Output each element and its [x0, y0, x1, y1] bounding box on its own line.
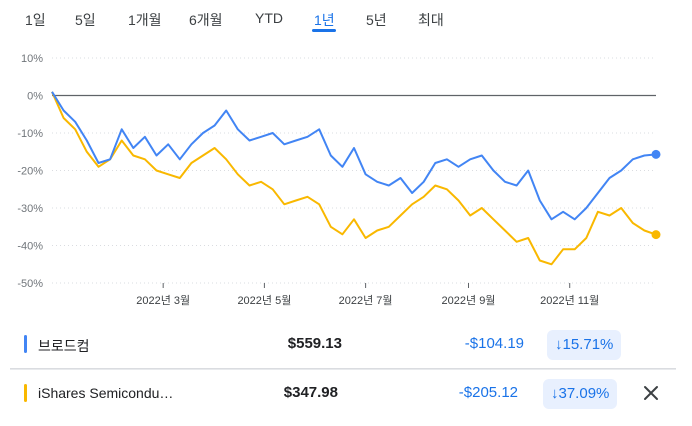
price-value: $559.13: [287, 335, 342, 352]
series-end-point-0: [651, 149, 661, 159]
percent-change-value: 15.71%: [562, 336, 614, 353]
comparison-line-chart[interactable]: 10%0%-10%-20%-30%-40%-50% 2022년 3월 2022년 …: [0, 40, 692, 320]
x-tick-label: 2022년 3월: [136, 294, 190, 307]
tab-6m[interactable]: 6개월: [189, 12, 223, 28]
down-arrow-icon: ↓: [555, 336, 563, 353]
change-value: -$205.12: [458, 384, 518, 401]
x-tick-label: 2022년 11월: [540, 294, 599, 307]
down-arrow-icon: ↓: [551, 385, 559, 402]
percent-change-badge: ↓37.09%: [543, 379, 618, 409]
price-value: $347.98: [283, 384, 338, 401]
tab-ytd[interactable]: YTD: [255, 10, 283, 26]
series-swatch-broadcom: [24, 335, 27, 353]
y-tick-label: -50%: [17, 278, 43, 290]
chart-series: [51, 91, 661, 266]
tab-5d[interactable]: 5일: [75, 12, 96, 28]
series-name: 브로드컴: [38, 338, 90, 354]
series-end-point-1: [651, 230, 661, 240]
x-tick-label: 2022년 5월: [237, 294, 291, 307]
active-tab-indicator: [312, 29, 336, 32]
tab-5y[interactable]: 5년: [366, 12, 387, 28]
series-line-1: [51, 91, 657, 266]
x-tick-label: 2022년 9월: [442, 294, 496, 307]
tab-1y[interactable]: 1년: [314, 12, 335, 28]
y-tick-label: 0%: [27, 91, 43, 103]
x-axis: 2022년 3월 2022년 5월 2022년 7월 2022년 9월 2022년 11…: [136, 283, 599, 307]
legend-row-broadcom[interactable]: 브로드컴 $559.13 -$104.19 ↓15.71%: [10, 321, 676, 367]
series-swatch-ishares: [24, 384, 27, 402]
x-tick-label: 2022년 7월: [339, 294, 393, 307]
y-tick-label: 10%: [21, 53, 43, 65]
y-axis: 10% 0% -10% -20% -30% -40% -50%: [17, 53, 656, 290]
change-value: -$104.19: [464, 335, 524, 352]
y-tick-label: -30%: [17, 203, 43, 215]
y-tick-label: -40%: [17, 241, 43, 253]
close-icon[interactable]: [640, 382, 662, 404]
series-name: iShares Semicondu…: [38, 385, 174, 401]
percent-change-badge: ↓15.71%: [547, 330, 622, 360]
tab-1m[interactable]: 1개월: [128, 12, 162, 28]
y-tick-label: -20%: [17, 166, 43, 178]
percent-change-value: 37.09%: [558, 385, 610, 402]
legend-row-ishares[interactable]: iShares Semicondu… $347.98 -$205.12 ↓37.…: [10, 369, 676, 415]
y-tick-label: -10%: [17, 128, 43, 140]
series-line-0: [51, 91, 657, 221]
row-divider: [10, 368, 676, 369]
tab-1d[interactable]: 1일: [25, 12, 46, 28]
tab-max[interactable]: 최대: [418, 12, 444, 28]
range-tabs: 1일 5일 1개월 6개월 YTD 1년 5년 최대: [0, 0, 692, 34]
